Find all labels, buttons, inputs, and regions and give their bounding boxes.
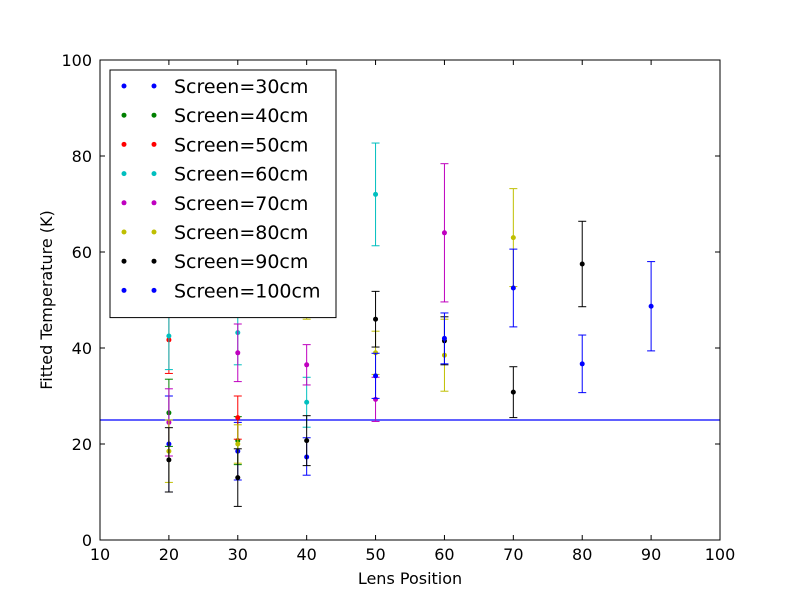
legend-label: Screen=60cm xyxy=(174,164,308,186)
x-tick-label: 100 xyxy=(705,545,736,564)
series-6 xyxy=(164,220,587,507)
x-tick-label: 50 xyxy=(365,545,385,564)
legend-label: Screen=70cm xyxy=(174,193,308,215)
legend-entry: Screen=100cm xyxy=(121,280,320,302)
legend: Screen=30cm Screen=40cm Screen=50cm Screen=… xyxy=(109,69,337,319)
x-tick-label: 40 xyxy=(296,545,316,564)
data-point xyxy=(166,333,172,339)
legend-marker xyxy=(121,112,127,118)
legend-marker xyxy=(121,83,127,89)
data-point xyxy=(235,475,241,481)
data-point xyxy=(579,361,585,367)
y-tick-label: 20 xyxy=(72,435,92,454)
y-tick-label: 100 xyxy=(61,51,92,70)
legend-marker xyxy=(121,171,127,177)
legend-label: Screen=40cm xyxy=(174,105,308,127)
data-point xyxy=(235,441,241,447)
data-point xyxy=(235,415,241,421)
y-tick-label: 0 xyxy=(82,531,92,550)
x-axis-label: Lens Position xyxy=(358,569,462,588)
x-tick-label: 60 xyxy=(434,545,454,564)
legend-marker xyxy=(151,200,157,206)
data-point xyxy=(304,362,310,368)
plot-frame xyxy=(99,59,721,541)
legend-entry: Screen=30cm xyxy=(121,76,308,98)
y-tick-label: 40 xyxy=(72,339,92,358)
legend-marker xyxy=(121,287,127,293)
legend-label: Screen=30cm xyxy=(174,76,308,98)
legend-entry: Screen=60cm xyxy=(121,164,308,186)
legend-marker xyxy=(121,141,127,147)
legend-entry: Screen=80cm xyxy=(121,222,308,244)
legend-marker xyxy=(151,112,157,118)
data-point xyxy=(441,335,447,341)
legend-marker xyxy=(121,229,127,235)
x-tick-label: 90 xyxy=(641,545,661,564)
y-axis-label: Fitted Temperature (K) xyxy=(37,210,56,390)
series-layer xyxy=(164,142,656,507)
y-tick-label: 60 xyxy=(72,243,92,262)
data-point xyxy=(304,438,310,444)
legend-marker xyxy=(151,287,157,293)
legend-box xyxy=(109,69,337,319)
data-point xyxy=(441,230,447,236)
legend-label: Screen=90cm xyxy=(174,251,308,273)
data-point xyxy=(235,350,241,356)
legend-entry: Screen=90cm xyxy=(121,251,308,273)
legend-entry: Screen=40cm xyxy=(121,105,308,127)
legend-label: Screen=100cm xyxy=(174,280,320,302)
legend-marker xyxy=(121,258,127,264)
legend-marker xyxy=(151,258,157,264)
data-point xyxy=(648,303,654,309)
data-point xyxy=(373,191,379,197)
legend-entry: Screen=70cm xyxy=(121,193,308,215)
data-point xyxy=(510,235,516,241)
legend-marker xyxy=(151,141,157,147)
data-point xyxy=(304,399,310,405)
x-tick-label: 20 xyxy=(159,545,179,564)
legend-label: Screen=50cm xyxy=(174,134,308,156)
data-point xyxy=(579,261,585,267)
x-tick-label: 80 xyxy=(572,545,592,564)
x-tick-label: 10 xyxy=(90,545,110,564)
legend-marker xyxy=(151,83,157,89)
legend-entry: Screen=50cm xyxy=(121,134,308,156)
series-7 xyxy=(371,248,656,399)
y-tick-label: 80 xyxy=(72,147,92,166)
legend-marker xyxy=(151,229,157,235)
x-tick-label: 30 xyxy=(228,545,248,564)
legend-marker xyxy=(121,200,127,206)
legend-label: Screen=80cm xyxy=(174,222,308,244)
data-point xyxy=(510,389,516,395)
data-point xyxy=(166,457,172,463)
legend-marker xyxy=(151,171,157,177)
data-point xyxy=(510,285,516,291)
data-point xyxy=(373,373,379,379)
x-tick-label: 70 xyxy=(503,545,523,564)
data-point xyxy=(373,316,379,322)
tick-layer: 10 20 30 40 50 60 70 80 90 100 0 20 40 60 80 100 xyxy=(61,51,735,564)
